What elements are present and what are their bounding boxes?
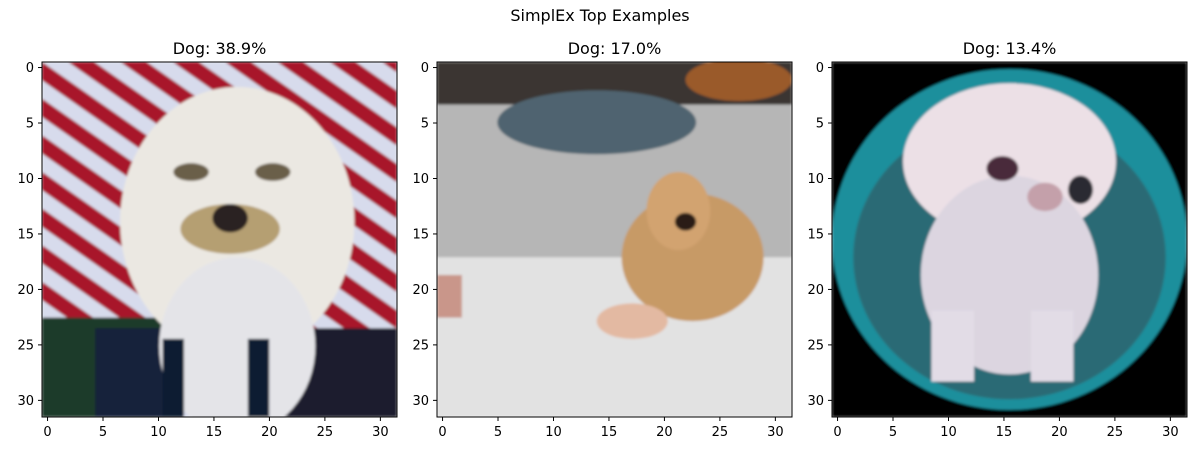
x-tick-label: 15 — [206, 425, 223, 440]
y-tick-label: 30 — [807, 394, 824, 409]
x-tick-label: 20 — [1051, 425, 1068, 440]
panel-title: Dog: 17.0% — [568, 39, 662, 58]
x-tick-label: 25 — [1107, 425, 1124, 440]
x-tick-label: 30 — [1162, 425, 1179, 440]
panel-3: Dog: 13.4% 0 5 10 15 20 25 30 0 5 10 15 20 25 30 — [807, 39, 1188, 440]
y-tick-label: 15 — [807, 227, 824, 242]
panel-image — [832, 62, 1187, 417]
y-tick-label: 15 — [17, 227, 34, 242]
panel-title: Dog: 38.9% — [173, 39, 267, 58]
y-tick-label: 0 — [421, 61, 429, 76]
x-tick-label: 15 — [996, 425, 1013, 440]
x-tick-label: 15 — [601, 425, 618, 440]
y-tick-label: 25 — [17, 338, 34, 353]
y-tick-label: 30 — [17, 394, 34, 409]
panel-title: Dog: 13.4% — [963, 39, 1057, 58]
x-tick-label: 5 — [99, 425, 107, 440]
x-tick-label: 0 — [43, 425, 51, 440]
y-tick-label: 30 — [412, 394, 429, 409]
x-tick-label: 30 — [372, 425, 389, 440]
y-tick-label: 10 — [412, 172, 429, 187]
x-tick-label: 10 — [150, 425, 167, 440]
x-tick-label: 10 — [545, 425, 562, 440]
x-tick-label: 10 — [940, 425, 957, 440]
y-tick-label: 20 — [412, 283, 429, 298]
y-tick-label: 20 — [17, 283, 34, 298]
y-tick-label: 5 — [816, 117, 824, 132]
panel-image — [42, 62, 397, 417]
axes-frame — [436, 61, 793, 418]
panel-image — [437, 62, 792, 417]
figure-title: SimplEx Top Examples — [510, 6, 690, 25]
panel-1: Dog: 38.9% 0 5 10 15 20 25 30 0 5 10 15 20 25 30 — [17, 39, 398, 440]
x-tick-label: 5 — [889, 425, 897, 440]
x-tick-label: 20 — [656, 425, 673, 440]
y-tick-label: 20 — [807, 283, 824, 298]
x-tick-label: 25 — [712, 425, 729, 440]
y-tick-label: 0 — [26, 61, 34, 76]
y-tick-label: 25 — [807, 338, 824, 353]
y-tick-label: 5 — [26, 117, 34, 132]
y-tick-label: 25 — [412, 338, 429, 353]
x-tick-label: 0 — [833, 425, 841, 440]
axes-frame — [41, 61, 398, 418]
x-tick-label: 20 — [261, 425, 278, 440]
y-tick-label: 10 — [17, 172, 34, 187]
y-tick-label: 0 — [816, 61, 824, 76]
x-tick-label: 25 — [317, 425, 334, 440]
panel-2: Dog: 17.0% 0 5 10 15 20 25 30 0 5 10 15 20 25 30 — [412, 39, 793, 440]
x-tick-label: 5 — [494, 425, 502, 440]
axes-frame — [831, 61, 1188, 418]
x-tick-label: 0 — [438, 425, 446, 440]
x-tick-label: 30 — [767, 425, 784, 440]
y-tick-label: 10 — [807, 172, 824, 187]
y-tick-label: 15 — [412, 227, 429, 242]
y-tick-label: 5 — [421, 117, 429, 132]
